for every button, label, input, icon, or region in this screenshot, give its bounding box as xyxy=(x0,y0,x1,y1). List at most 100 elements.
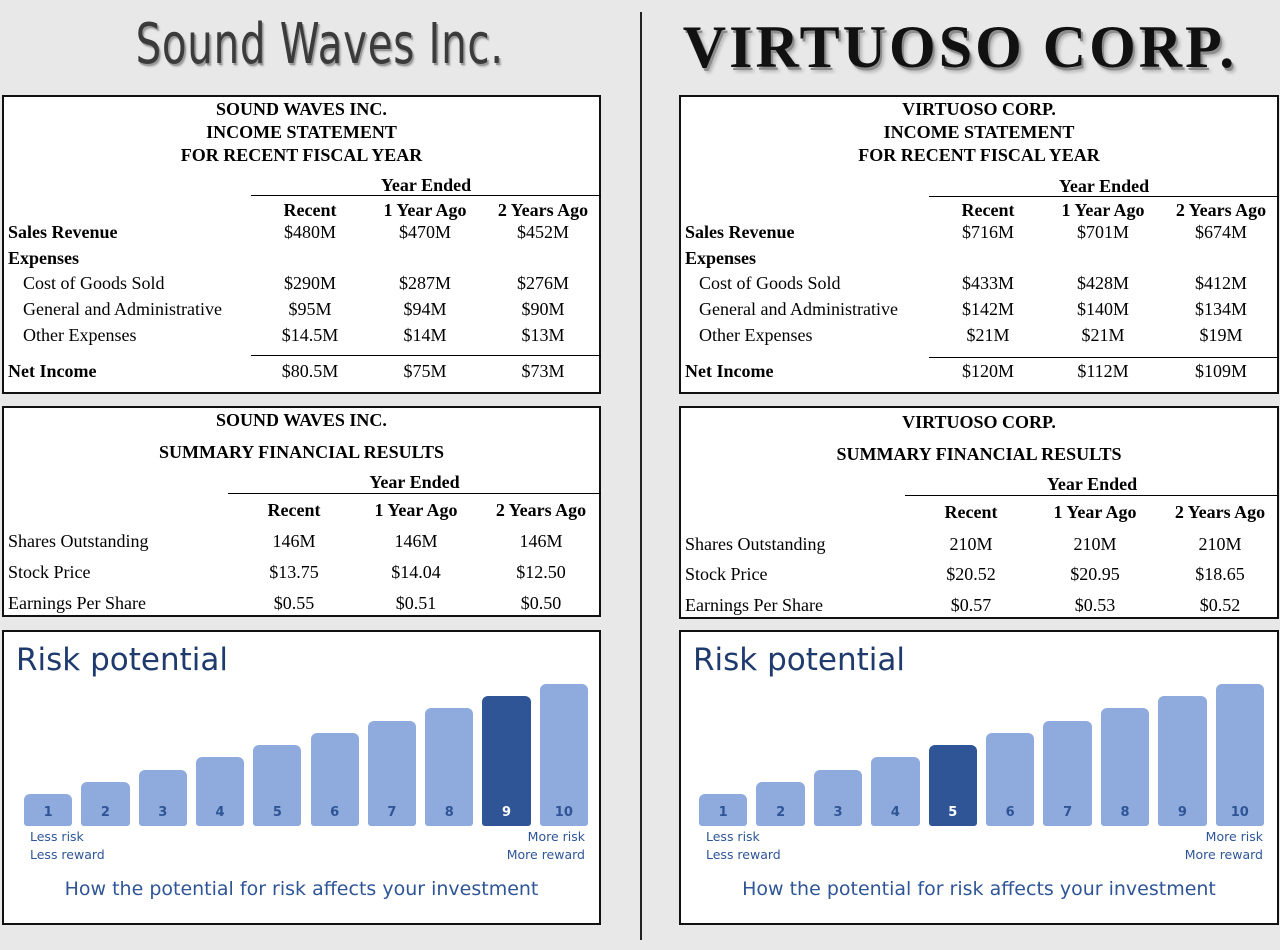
stock-price-label: Stock Price xyxy=(685,564,768,584)
shares-outstanding-label: Shares Outstanding xyxy=(8,531,149,551)
header-rule xyxy=(929,196,1279,197)
summary-title: SUMMARY FINANCIAL RESULTS xyxy=(836,444,1122,464)
income-title-company: SOUND WAVES INC. xyxy=(216,99,387,119)
risk-bar-4: 4 xyxy=(871,757,920,826)
risk-bar-5: 5 xyxy=(928,745,977,826)
col-header-1yr: 1 Year Ago xyxy=(383,200,467,220)
shares-recent: 146M xyxy=(272,531,316,551)
sales-2yr: $674M xyxy=(1194,222,1247,242)
company-column-sound-waves: Sound Waves Inc. SOUND WAVES INC. INCOME… xyxy=(0,8,640,925)
ga-2yr: $90M xyxy=(521,299,565,319)
risk-bar-1: 1 xyxy=(24,794,73,826)
eps-2yr: $0.50 xyxy=(520,593,562,613)
company-logo: Sound Waves Inc. xyxy=(0,8,640,88)
shares-1yr: 210M xyxy=(1073,534,1117,554)
summary-col-recent: Recent xyxy=(267,500,321,520)
less-reward-label: Less reward xyxy=(30,847,105,862)
price-1yr: $20.95 xyxy=(1070,564,1120,584)
risk-bar-label: 4 xyxy=(890,805,900,820)
eps-1yr: $0.53 xyxy=(1074,595,1116,615)
price-2yr: $12.50 xyxy=(516,562,566,582)
summary-col-1yr: 1 Year Ago xyxy=(374,500,458,520)
sales-2yr: $452M xyxy=(516,222,569,242)
more-risk-label: More risk xyxy=(1205,829,1263,844)
shares-2yr: 210M xyxy=(1198,534,1242,554)
net-income-label: Net Income xyxy=(685,361,774,381)
risk-caption: How the potential for risk affects your … xyxy=(742,878,1216,900)
eps-2yr: $0.52 xyxy=(1199,595,1241,615)
year-ended-header: Year Ended xyxy=(1058,176,1150,196)
other-recent: $21M xyxy=(966,325,1010,345)
risk-bar-label: 5 xyxy=(948,805,958,820)
net-1yr: $75M xyxy=(403,361,447,381)
other-expenses-label: Other Expenses xyxy=(23,325,137,345)
risk-bar-9: 9 xyxy=(1158,696,1207,826)
summary-year-ended-header: Year Ended xyxy=(369,472,460,492)
price-1yr: $14.04 xyxy=(391,562,441,582)
price-recent: $13.75 xyxy=(269,562,319,582)
risk-bar-label: 3 xyxy=(833,805,843,820)
other-1yr: $21M xyxy=(1081,325,1125,345)
net-income-rule xyxy=(251,355,601,356)
net-1yr: $112M xyxy=(1077,361,1129,381)
shares-1yr: 146M xyxy=(394,531,438,551)
eps-recent: $0.55 xyxy=(273,593,315,613)
net-income-label: Net Income xyxy=(8,361,97,381)
eps-label: Earnings Per Share xyxy=(685,595,823,615)
col-header-1yr: 1 Year Ago xyxy=(1061,200,1145,220)
risk-bar-8: 8 xyxy=(1100,708,1150,826)
ga-2yr: $134M xyxy=(1194,299,1247,319)
less-risk-label: Less risk xyxy=(30,829,84,844)
other-2yr: $19M xyxy=(1199,325,1243,345)
more-risk-label: More risk xyxy=(527,829,585,844)
risk-bar-7: 7 xyxy=(1043,720,1092,826)
sales-1yr: $470M xyxy=(398,222,451,242)
income-title-company: VIRTUOSO CORP. xyxy=(902,99,1056,119)
risk-bar-label: 9 xyxy=(1177,805,1187,820)
other-expenses-label: Other Expenses xyxy=(699,325,813,345)
more-reward-label: More reward xyxy=(506,847,585,862)
year-ended-header: Year Ended xyxy=(380,175,472,195)
header-rule xyxy=(251,195,601,196)
cogs-2yr: $412M xyxy=(1194,273,1247,293)
shares-recent: 210M xyxy=(949,534,993,554)
risk-bar-label: 3 xyxy=(158,805,168,820)
shares-2yr: 146M xyxy=(519,531,563,551)
net-recent: $120M xyxy=(961,361,1014,381)
risk-bar-6: 6 xyxy=(310,732,359,826)
risk-bar-7: 7 xyxy=(367,720,417,826)
risk-bar-10: 10 xyxy=(1215,684,1264,826)
company-column-virtuoso: VIRTUOSO CORP. VIRTUOSO CORP. INCOME STA… xyxy=(640,0,1280,950)
risk-bar-label: 6 xyxy=(1005,805,1015,820)
summary-col-recent: Recent xyxy=(944,502,998,522)
risk-bar-label: 8 xyxy=(1120,805,1130,820)
center-divider xyxy=(640,12,642,940)
income-statement-panel: SOUND WAVES INC. INCOME STATEMENT FOR RE… xyxy=(2,95,601,394)
risk-bar-label: 6 xyxy=(330,805,340,820)
summary-title-company: SOUND WAVES INC. xyxy=(216,410,387,430)
col-header-recent: Recent xyxy=(961,200,1015,220)
risk-bar-3: 3 xyxy=(138,769,187,826)
col-header-2yr: 2 Years Ago xyxy=(1175,200,1267,220)
ga-recent: $142M xyxy=(961,299,1014,319)
eps-recent: $0.57 xyxy=(950,595,992,615)
sales-recent: $716M xyxy=(961,222,1014,242)
cogs-label: Cost of Goods Sold xyxy=(23,273,165,293)
risk-scale: 1 2 3 4 5 6 7 8 9 10 xyxy=(699,684,1264,826)
cogs-2yr: $276M xyxy=(516,273,569,293)
risk-bar-8: 8 xyxy=(425,708,474,826)
risk-bar-label: 10 xyxy=(1230,805,1249,820)
risk-potential-panel: Risk potential 1 2 3 4 5 6 7 8 9 10 Less risk Les… xyxy=(679,630,1279,925)
sales-revenue-label: Sales Revenue xyxy=(8,222,118,242)
sales-recent: $480M xyxy=(283,222,336,242)
other-1yr: $14M xyxy=(403,325,447,345)
col-header-2yr: 2 Years Ago xyxy=(497,200,589,220)
net-2yr: $109M xyxy=(1194,361,1247,381)
logo-text: VIRTUOSO CORP. xyxy=(682,14,1238,80)
net-income-rule xyxy=(929,357,1279,358)
summary-results-panel: VIRTUOSO CORP. SUMMARY FINANCIAL RESULTS… xyxy=(679,406,1279,619)
risk-bar-label: 7 xyxy=(1063,805,1073,820)
risk-bar-label: 4 xyxy=(215,805,225,820)
risk-bar-label: 9 xyxy=(502,805,512,820)
income-title-period: FOR RECENT FISCAL YEAR xyxy=(180,145,423,165)
